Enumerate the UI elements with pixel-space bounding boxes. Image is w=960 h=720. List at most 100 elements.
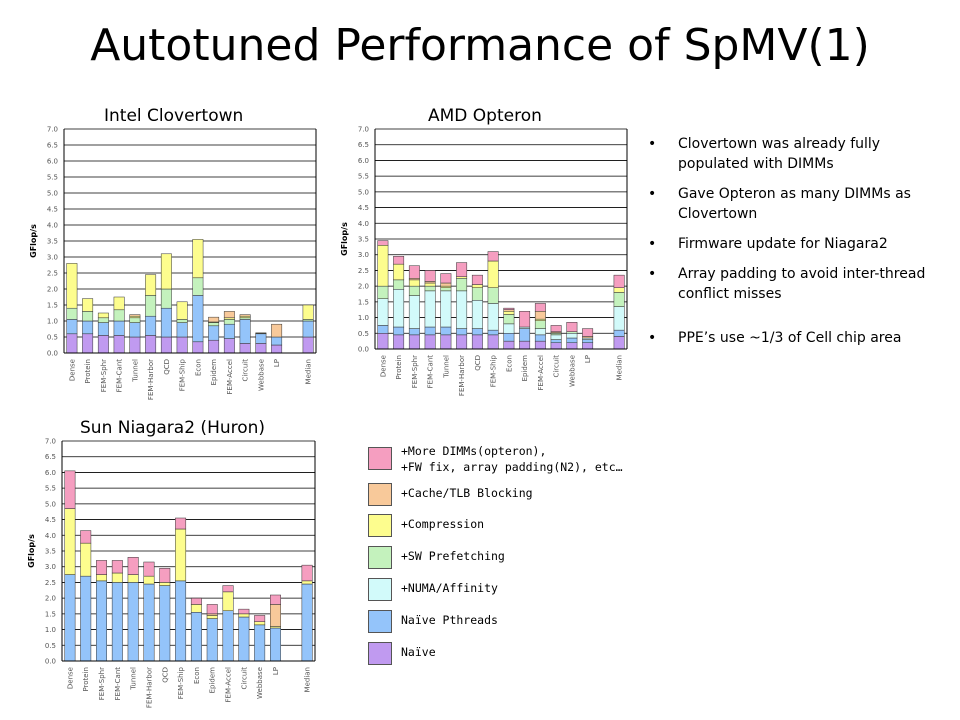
legend-swatch bbox=[368, 514, 392, 537]
bar-segment bbox=[82, 298, 94, 312]
bar-segment bbox=[424, 285, 436, 292]
legend-swatch bbox=[368, 483, 392, 506]
bar-segment bbox=[129, 322, 141, 338]
bar-segment bbox=[160, 288, 172, 309]
chart-title-clovertown: Intel Clovertown bbox=[104, 106, 244, 126]
bar-segment bbox=[302, 304, 314, 320]
bar-segment bbox=[80, 530, 92, 544]
bar-segment bbox=[176, 336, 188, 354]
y-tick-label: 6.0 bbox=[45, 469, 56, 477]
y-tick-label: 3.0 bbox=[47, 254, 58, 262]
bar-segment bbox=[192, 239, 204, 279]
bullet-item: • Clovertown was already fully populated … bbox=[648, 134, 948, 174]
bar-segment bbox=[238, 616, 250, 662]
bar-segment bbox=[613, 329, 625, 337]
bar-segment bbox=[160, 336, 172, 354]
bar-segment bbox=[66, 319, 78, 335]
y-tick-label: 1.0 bbox=[47, 318, 58, 326]
y-axis-label: GFlop/s bbox=[27, 534, 36, 568]
bullet-dot: • bbox=[648, 266, 657, 282]
bar-segment bbox=[393, 289, 405, 328]
bar-segment bbox=[613, 336, 625, 350]
x-tick-label: LP bbox=[273, 359, 281, 367]
bar-segment bbox=[471, 334, 483, 350]
y-tick-label: 3.5 bbox=[47, 238, 58, 246]
x-tick-label: QCD bbox=[474, 355, 482, 371]
bar-segment bbox=[408, 328, 420, 336]
x-tick-label: Webbase bbox=[257, 359, 265, 391]
y-tick-label: 4.0 bbox=[358, 220, 369, 228]
legend-label: Naïve Pthreads bbox=[401, 613, 498, 627]
bar-segment bbox=[254, 615, 266, 622]
bar-segment bbox=[208, 316, 220, 323]
y-tick-label: 4.0 bbox=[47, 222, 58, 230]
bar-segment bbox=[64, 470, 76, 509]
bar-segment bbox=[440, 290, 452, 328]
x-tick-label: LP bbox=[272, 667, 280, 675]
bar-segment bbox=[271, 336, 283, 346]
bar-segment bbox=[440, 287, 452, 292]
legend-item-cache-tlb-blocking: +Cache/TLB Blocking bbox=[368, 479, 688, 509]
bar-segment bbox=[471, 300, 483, 329]
bar-segment bbox=[222, 610, 234, 662]
x-tick-label: QCD bbox=[161, 667, 169, 683]
x-tick-label: FEM-Sphr bbox=[98, 667, 106, 700]
bar-segment bbox=[113, 335, 125, 354]
bar-segment bbox=[113, 296, 125, 311]
x-tick-label: Median bbox=[304, 667, 312, 692]
x-tick-label: FEM-Accel bbox=[225, 667, 233, 703]
y-tick-label: 5.0 bbox=[358, 188, 369, 196]
bar-segment bbox=[487, 251, 499, 262]
bar-segment bbox=[206, 618, 218, 662]
y-tick-label: 5.0 bbox=[45, 500, 56, 508]
y-tick-label: 4.5 bbox=[45, 516, 56, 524]
bar-segment bbox=[471, 328, 483, 336]
x-tick-label: Median bbox=[616, 355, 624, 380]
x-tick-label: Circuit bbox=[553, 355, 561, 378]
y-tick-label: 0.5 bbox=[358, 330, 369, 338]
bar-segment bbox=[111, 582, 123, 662]
bar-segment bbox=[582, 339, 594, 343]
bar-segment bbox=[487, 303, 499, 331]
bar-segment bbox=[377, 325, 389, 334]
bar-segment bbox=[145, 274, 157, 296]
bullet-dot: • bbox=[648, 186, 657, 202]
x-tick-label: FEM-Cant bbox=[427, 355, 435, 389]
bar-segment bbox=[145, 335, 157, 354]
bar-segment bbox=[206, 615, 218, 619]
bar-segment bbox=[440, 326, 452, 336]
x-tick-label: FEM-Harbor bbox=[147, 359, 155, 400]
x-tick-label: Epidem bbox=[210, 359, 218, 386]
legend-label: +Compression bbox=[401, 517, 485, 531]
bar-segment bbox=[175, 580, 187, 662]
bar-segment bbox=[550, 325, 562, 332]
bar-segment bbox=[440, 282, 452, 287]
y-tick-label: 3.5 bbox=[358, 236, 369, 244]
x-tick-label: Tunnel bbox=[442, 355, 450, 379]
bar-segment bbox=[566, 337, 578, 343]
bar-segment bbox=[97, 322, 109, 336]
bar-segment bbox=[238, 613, 250, 618]
y-tick-label: 1.5 bbox=[358, 298, 369, 306]
x-tick-label: FEM-Accel bbox=[537, 355, 545, 391]
bullet-item: • Firmware update for Niagara2 bbox=[648, 234, 948, 254]
x-tick-label: Median bbox=[305, 359, 313, 384]
bar-segment bbox=[487, 287, 499, 304]
x-tick-label: FEM-Cant bbox=[116, 359, 124, 393]
bar-segment bbox=[487, 260, 499, 288]
bar-segment bbox=[408, 295, 420, 329]
bullet-list: • Clovertown was already fully populated … bbox=[648, 134, 948, 358]
y-tick-label: 3.0 bbox=[358, 251, 369, 259]
bullet-text: Array padding to avoid inter-thread conf… bbox=[678, 266, 926, 302]
bar-segment bbox=[145, 315, 157, 336]
bar-segment bbox=[143, 561, 155, 577]
bar-segment bbox=[82, 333, 94, 354]
bar-segment bbox=[550, 342, 562, 350]
y-tick-label: 4.0 bbox=[45, 532, 56, 540]
chart-title-niagara2: Sun Niagara2 (Huron) bbox=[80, 418, 266, 438]
x-tick-label: FEM-Ship bbox=[490, 354, 498, 387]
legend-item-numa-affinity: +NUMA/Affinity bbox=[368, 574, 688, 604]
bar-segment bbox=[66, 263, 78, 309]
y-tick-label: 6.0 bbox=[358, 157, 369, 165]
bar-segment bbox=[424, 270, 436, 282]
